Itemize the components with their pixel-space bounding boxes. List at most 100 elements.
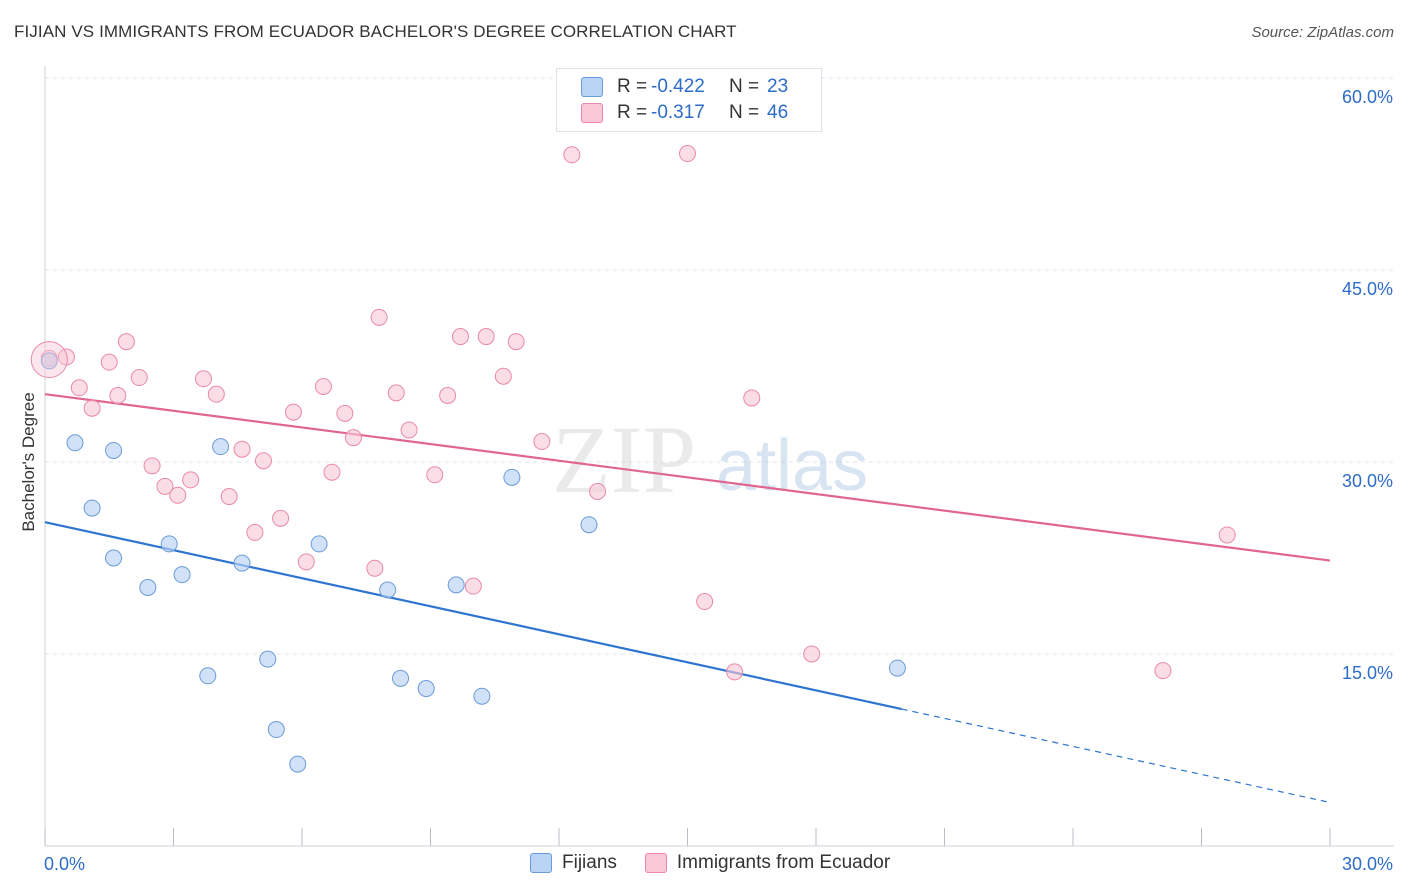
ecuador-point: [696, 593, 714, 611]
ecuador-point: [589, 482, 607, 500]
fijians-trend-extension: [901, 708, 1331, 804]
fijians-point: [473, 687, 491, 705]
y-tick-label: 30.0%: [1342, 471, 1393, 491]
ecuador-point: [169, 486, 187, 504]
r-value: -0.317: [651, 102, 705, 123]
ecuador-point: [370, 308, 388, 326]
n-label: N =: [729, 102, 760, 123]
watermark-atlas: atlas: [716, 426, 868, 506]
fijians-point: [888, 659, 906, 677]
ecuador-trend-line: [44, 393, 1331, 562]
r-label: R =: [617, 76, 648, 97]
fijians-point: [310, 535, 328, 553]
ecuador-point: [451, 328, 469, 346]
r-value: -0.422: [651, 76, 705, 97]
fijians-point: [173, 566, 191, 584]
ecuador-point: [83, 399, 101, 417]
fijians-point: [160, 535, 178, 553]
ecuador-point: [70, 379, 88, 397]
fijians-swatch: [581, 77, 603, 97]
tick-labels: 15.0% 30.0% 45.0% 60.0% 0.0% 30.0% Bachelor's …: [19, 87, 1393, 874]
fijians-point: [139, 578, 157, 596]
ecuador-point: [182, 471, 200, 489]
ecuador-point: [233, 440, 251, 458]
n-value: 46: [767, 102, 789, 123]
series-legend: Fijians Immigrants from Ecuador: [530, 852, 918, 874]
ecuador-point: [464, 577, 482, 595]
trend-lines: [44, 393, 1331, 804]
fijians-point: [212, 438, 230, 456]
ecuador-point: [366, 559, 384, 577]
fijians-point: [259, 650, 277, 668]
legend-row-fijians: R = -0.422 N = 23: [581, 75, 788, 99]
ecuador-point: [284, 403, 302, 421]
ecuador-point: [194, 370, 212, 388]
ecuador-point: [743, 389, 761, 407]
y-tick-label: 45.0%: [1342, 279, 1393, 299]
fijians-point: [40, 352, 58, 370]
ecuador-point: [494, 367, 512, 385]
ecuador-point: [336, 404, 354, 422]
chart-title: FIJIAN VS IMMIGRANTS FROM ECUADOR BACHEL…: [14, 22, 737, 41]
ecuador-point: [100, 353, 118, 371]
correlation-legend: R = -0.422 N = 23 R = -0.317 N = 46: [556, 68, 822, 132]
data-points: [30, 145, 1236, 773]
ecuador-point: [220, 488, 238, 506]
r-label: R =: [617, 102, 648, 123]
n-label: N =: [729, 76, 760, 97]
fijians-point: [580, 516, 598, 534]
axes: [44, 66, 1394, 847]
fijians-point: [392, 669, 410, 687]
ecuador-point: [30, 341, 68, 379]
ecuador-point: [439, 386, 457, 404]
fijians-point: [267, 721, 285, 739]
ecuador-point: [156, 477, 174, 495]
y-tick-label: 60.0%: [1342, 87, 1393, 107]
ecuador-point: [323, 463, 341, 481]
ecuador-point: [426, 466, 444, 484]
ecuador-point: [117, 333, 135, 351]
ecuador-point: [1154, 662, 1172, 680]
fijians-point: [417, 680, 435, 698]
fijians-point: [503, 468, 521, 486]
legend-item-fijians: Fijians: [530, 852, 617, 874]
ecuador-point: [563, 146, 581, 164]
fijians-point: [199, 667, 217, 685]
ecuador-point: [387, 384, 405, 402]
n-value: 23: [767, 76, 789, 97]
fijians-point: [105, 441, 123, 459]
ecuador-swatch: [581, 103, 603, 123]
ecuador-point: [1218, 526, 1236, 544]
ecuador-point: [109, 386, 127, 404]
fijians-point: [66, 434, 84, 452]
ecuador-point: [130, 369, 148, 387]
fijians-point: [289, 755, 307, 773]
fijians-trend-line: [44, 521, 902, 711]
ecuador-point: [679, 145, 696, 163]
legend-label: Fijians: [562, 852, 617, 873]
watermark-zip: ZIP: [552, 406, 696, 513]
fijians-swatch: [530, 853, 552, 873]
legend-label: Immigrants from Ecuador: [676, 852, 891, 873]
fijians-point: [105, 549, 123, 567]
ecuador-point: [314, 377, 332, 395]
ecuador-point: [246, 523, 264, 541]
fijians-point: [379, 581, 397, 599]
x-tick-label: 30.0%: [1342, 854, 1393, 874]
fijians-point: [447, 576, 465, 594]
ecuador-point: [477, 328, 495, 346]
fijians-point: [83, 499, 101, 517]
ecuador-point: [143, 457, 161, 475]
ecuador-point: [507, 333, 525, 351]
ecuador-point: [533, 433, 551, 451]
x-tick-label: 0.0%: [44, 854, 85, 874]
legend-item-ecuador: Immigrants from Ecuador: [644, 852, 891, 874]
watermark: ZIP atlas: [552, 406, 868, 513]
ecuador-point: [272, 509, 290, 527]
ecuador-point: [400, 421, 418, 439]
ecuador-point: [254, 452, 272, 470]
y-axis-label: Bachelor's Degree: [19, 392, 38, 531]
legend-row-ecuador: R = -0.317 N = 46: [581, 101, 788, 125]
ecuador-point: [803, 645, 821, 663]
